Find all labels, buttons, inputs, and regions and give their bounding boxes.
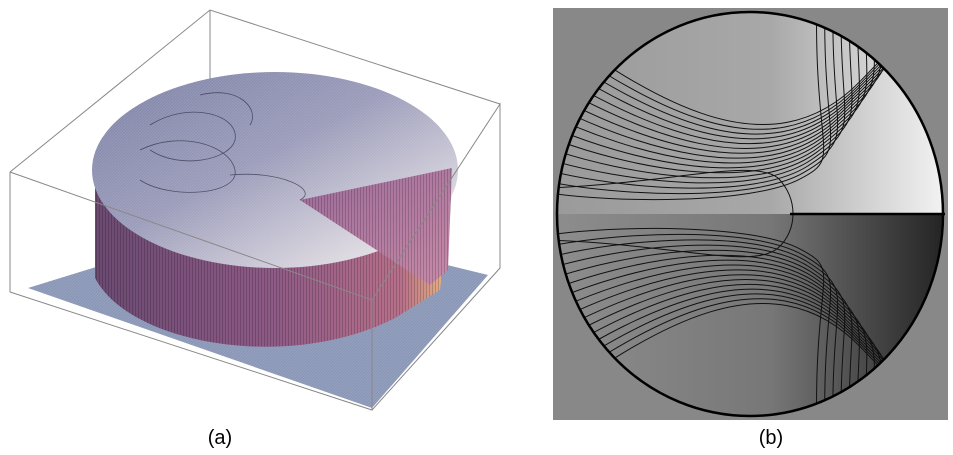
contour-lines (557, 12, 943, 416)
bounding-box-front (9, 102, 501, 411)
contour-line (557, 239, 839, 416)
contour-line (557, 249, 853, 416)
panel-b-contour-plot (553, 8, 948, 420)
contour-line (557, 244, 846, 416)
caption-b: (b) (758, 427, 784, 449)
contour-line (557, 233, 832, 416)
contour-line (557, 12, 825, 201)
contour-line (557, 12, 935, 130)
contour-line (557, 12, 839, 189)
surface-plot (9, 9, 501, 411)
contour-line (557, 12, 853, 179)
contour-line (557, 12, 832, 195)
contour-line (557, 254, 860, 416)
contour-line (557, 293, 926, 416)
contour-line (557, 12, 943, 125)
contour-plot (553, 8, 948, 420)
disc-boundary (555, 10, 945, 418)
contour-line (557, 12, 846, 184)
contour-line (557, 12, 926, 135)
contour-line (557, 227, 825, 416)
caption-a: (a) (207, 427, 233, 449)
panel-a-3d-surface (9, 9, 501, 411)
surface-contours (139, 92, 306, 201)
contour-line (557, 303, 943, 416)
contour-line (557, 298, 935, 416)
contour-line (557, 12, 860, 174)
